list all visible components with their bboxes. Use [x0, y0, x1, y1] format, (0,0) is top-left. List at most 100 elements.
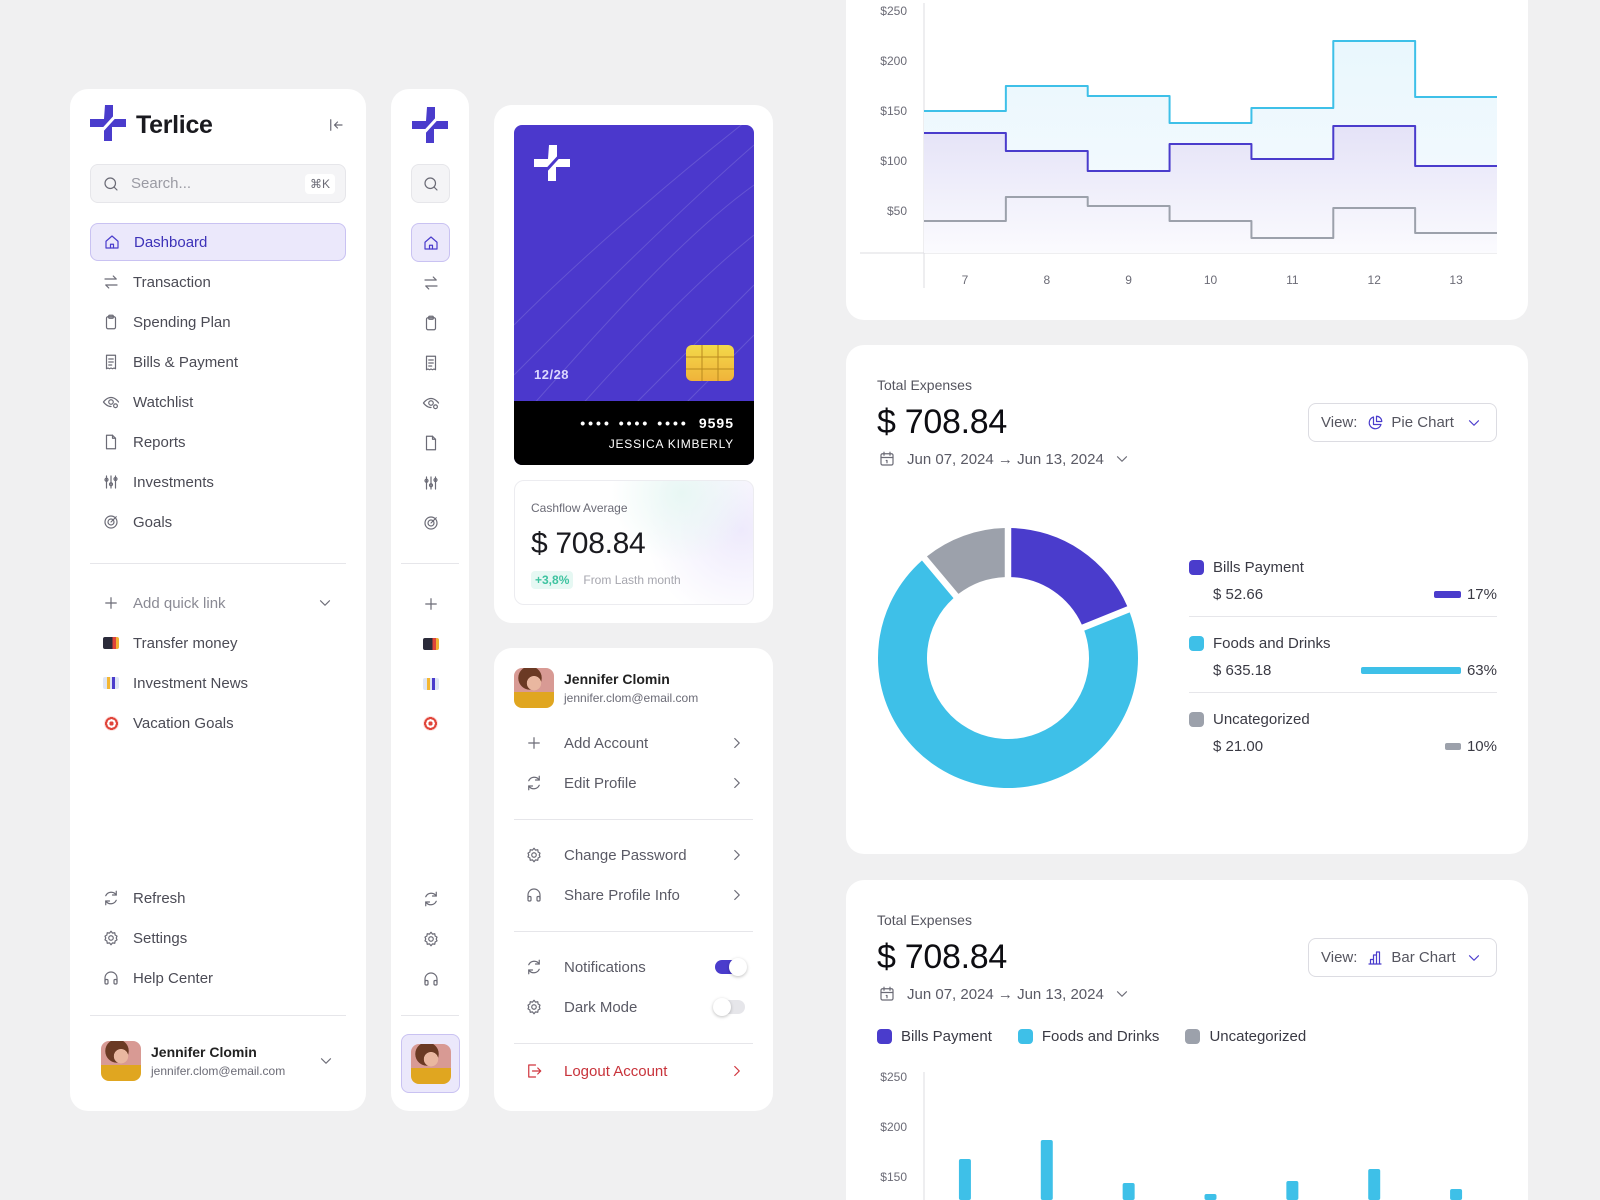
bar-foods-and-drinks-5[interactable] — [1368, 1169, 1381, 1200]
legend-percent: 17% — [1466, 586, 1497, 603]
chevron-right-icon — [727, 1061, 747, 1081]
collapsed-item-dashboard[interactable] — [411, 223, 450, 262]
chevron-down-icon[interactable] — [315, 593, 335, 613]
collapsed-add-quick-link[interactable] — [411, 584, 450, 623]
sidebar-item-help-center[interactable]: Help Center — [90, 959, 346, 997]
series-1-area — [924, 126, 1497, 253]
chevron-down-icon — [1112, 984, 1132, 1004]
search-shortcut: ⌘K — [304, 173, 335, 194]
sidebar-item-reports[interactable]: Reports — [90, 423, 346, 461]
search-button[interactable] — [411, 164, 450, 203]
sidebar-item-spending-plan[interactable]: Spending Plan — [90, 303, 346, 341]
bar-foods-and-drinks-3[interactable] — [1204, 1194, 1217, 1200]
legend-item-uncategorized[interactable]: Uncategorized — [1185, 1028, 1306, 1045]
user-profile[interactable]: Jennifer Clomin jennifer.clom@email.com — [90, 1039, 346, 1083]
date-range-picker[interactable]: Jun 07, 2024 → Jun 13, 2024 — [877, 984, 1132, 1004]
chevron-down-icon[interactable] — [316, 1051, 336, 1071]
menu-item-label: Change Password — [564, 846, 687, 864]
sidebar-item-transaction[interactable]: Transaction — [90, 263, 346, 301]
plus-icon — [421, 594, 441, 614]
donut-slice-bills-payment[interactable] — [1011, 528, 1128, 625]
brand-logo — [412, 107, 448, 148]
collapsed-item-goals[interactable] — [411, 503, 450, 542]
legend-swatch — [1189, 560, 1204, 575]
collapsed-item-refresh[interactable] — [411, 879, 450, 918]
sidebar-item-dashboard[interactable]: Dashboard — [90, 223, 346, 261]
collapsed-item-reports[interactable] — [411, 423, 450, 462]
menu-item-change-password[interactable]: Change Password — [514, 837, 753, 873]
legend-item-bills-payment[interactable]: Bills Payment — [877, 1028, 992, 1045]
line-chart: $250 $200 $150 $100 $50 7 8 9 10 11 12 13 — [860, 3, 1497, 288]
card-chip-icon — [686, 345, 734, 381]
collapse-sidebar-icon[interactable] — [326, 115, 346, 135]
chevron-right-icon — [727, 773, 747, 793]
arrows-icon — [101, 272, 121, 292]
chevron-down-icon — [1112, 449, 1132, 469]
arrows-icon — [421, 273, 441, 293]
file-icon — [101, 432, 121, 452]
menu-item-notifications[interactable]: Notifications — [514, 949, 753, 985]
quick-link-investment-news[interactable]: Investment News — [90, 664, 346, 702]
menu-item-dark-mode[interactable]: Dark Mode — [514, 989, 753, 1025]
collapsed-item-watchlist[interactable] — [411, 383, 450, 422]
sidebar-item-bills-payment[interactable]: Bills & Payment — [90, 343, 346, 381]
bar-foods-and-drinks-4[interactable] — [1286, 1181, 1299, 1200]
collapsed-item-help-center[interactable] — [411, 959, 450, 998]
search-input[interactable]: Search... ⌘K — [90, 164, 346, 203]
bar-foods-and-drinks-6[interactable] — [1450, 1189, 1463, 1200]
sidebar-item-label: Investments — [133, 473, 214, 491]
refresh-icon — [524, 957, 544, 977]
bar-chart-icon — [1365, 948, 1385, 968]
collapsed-quick-link-transfer-money[interactable] — [411, 624, 450, 663]
view-select[interactable]: View: Pie Chart — [1308, 403, 1497, 442]
donut-slice-uncategorized[interactable] — [926, 528, 1005, 594]
date-range: Jun 07, 2024 → Jun 13, 2024 — [907, 985, 1104, 1003]
menu-item-add-account[interactable]: Add Account — [514, 725, 753, 761]
legend-name: Bills Payment — [901, 1028, 992, 1045]
sidebar-item-watchlist[interactable]: Watchlist — [90, 383, 346, 421]
profile-header: Jennifer Clomin jennifer.clom@email.com — [514, 668, 698, 708]
collapsed-item-transaction[interactable] — [411, 263, 450, 302]
notifications-toggle[interactable] — [715, 958, 747, 976]
sidebar-item-goals[interactable]: Goals — [90, 503, 346, 541]
calendar-icon — [877, 449, 897, 469]
collapsed-item-spending-plan[interactable] — [411, 303, 450, 342]
sidebar-item-investments[interactable]: Investments — [90, 463, 346, 501]
plus-icon — [524, 733, 544, 753]
collapsed-item-investments[interactable] — [411, 463, 450, 502]
legend-row-uncategorized: Uncategorized $ 21.00 10% — [1189, 711, 1497, 755]
dark-mode-toggle[interactable] — [713, 998, 745, 1016]
donut-slice-foods-and-drinks[interactable] — [878, 560, 1138, 788]
bar-foods-and-drinks-1[interactable] — [1040, 1140, 1053, 1200]
add-quick-link-button[interactable]: Add quick link — [90, 584, 346, 622]
bullseye-icon — [101, 713, 121, 733]
collapsed-item-bills-payment[interactable] — [411, 343, 450, 382]
credit-card[interactable]: 12/28 •••• •••• •••• 9595 JESSICA KIMBERL… — [514, 125, 754, 465]
search-placeholder: Search... — [131, 175, 192, 192]
bar-foods-and-drinks-0[interactable] — [958, 1159, 971, 1200]
sidebar: Terlice Search... ⌘K Dashboard Transactio… — [70, 89, 366, 1111]
gear-icon — [524, 997, 544, 1017]
home-icon — [421, 233, 441, 253]
collapsed-item-settings[interactable] — [411, 919, 450, 958]
legend-percent: 63% — [1466, 662, 1497, 679]
legend-item-foods-and-drinks[interactable]: Foods and Drinks — [1017, 1028, 1159, 1045]
collapsed-quick-link-vacation-goals[interactable] — [411, 704, 450, 743]
view-select[interactable]: View: Bar Chart — [1308, 938, 1497, 977]
quick-link-vacation-goals[interactable]: Vacation Goals — [90, 704, 346, 742]
legend-swatch — [1189, 712, 1204, 727]
card-number-masked: •••• •••• •••• — [580, 415, 689, 431]
menu-item-logout-account[interactable]: Logout Account — [514, 1053, 753, 1089]
date-range-picker[interactable]: Jun 07, 2024 → Jun 13, 2024 — [877, 449, 1132, 469]
legend-percent-bar — [1434, 591, 1461, 598]
sidebar-header: Terlice — [90, 104, 346, 143]
legend-name: Uncategorized — [1209, 1028, 1307, 1045]
quick-link-transfer-money[interactable]: Transfer money — [90, 624, 346, 662]
sidebar-item-refresh[interactable]: Refresh — [90, 879, 346, 917]
user-avatar-button[interactable] — [401, 1034, 460, 1093]
bar-foods-and-drinks-2[interactable] — [1122, 1183, 1135, 1200]
collapsed-quick-link-investment-news[interactable] — [411, 664, 450, 703]
sidebar-item-settings[interactable]: Settings — [90, 919, 346, 957]
menu-item-share-profile-info[interactable]: Share Profile Info — [514, 877, 753, 913]
menu-item-edit-profile[interactable]: Edit Profile — [514, 765, 753, 801]
